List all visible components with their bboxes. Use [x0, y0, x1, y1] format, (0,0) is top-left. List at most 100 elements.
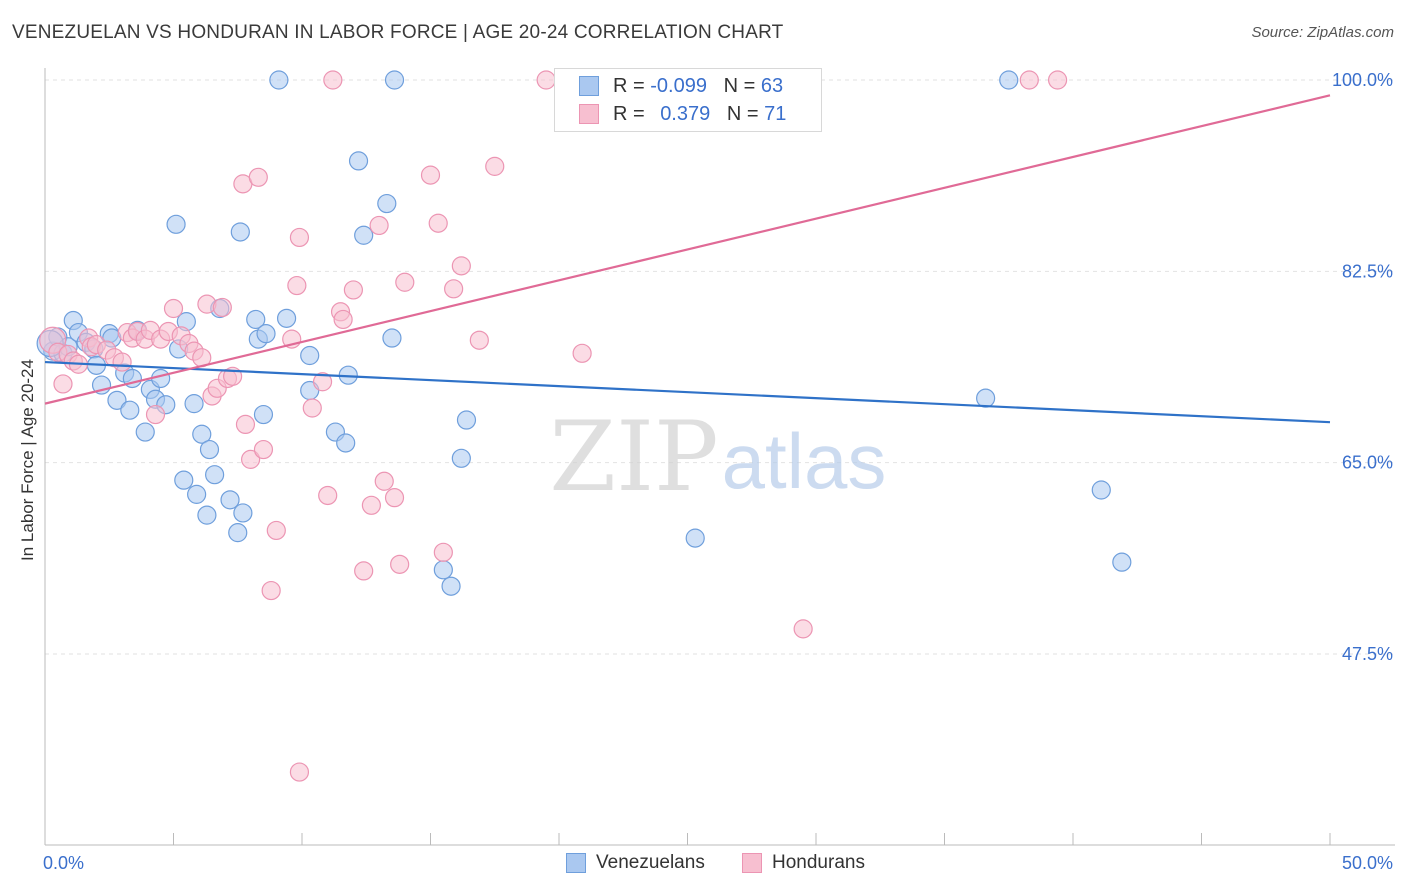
axes: [44, 68, 1395, 846]
honduran-point: [793, 619, 813, 639]
venezuelans-points: [36, 70, 1132, 596]
honduran-point: [1019, 70, 1039, 90]
honduran-point: [197, 294, 217, 314]
honduran-point: [145, 404, 166, 425]
venezuelan-point: [192, 424, 212, 444]
legend-swatch-venezuelans: [566, 853, 586, 873]
honduran-point: [163, 298, 184, 319]
legend-r-value-venezuelans: -0.099: [650, 74, 707, 97]
venezuelan-point: [382, 328, 402, 348]
watermark-zip: ZIP: [549, 401, 718, 513]
y-tick-label: 65.0%: [1342, 453, 1393, 473]
venezuelan-point: [336, 433, 356, 453]
bottom-legend-hondurans[interactable]: Hondurans: [742, 852, 865, 874]
honduran-point: [289, 762, 310, 782]
chart-title: VENEZUELAN VS HONDURAN IN LABOR FORCE | …: [12, 22, 784, 43]
honduran-point: [374, 471, 394, 491]
honduran-point: [235, 414, 256, 434]
venezuelan-point: [184, 394, 204, 414]
legend-label-hondurans: Hondurans: [772, 852, 865, 873]
honduran-point: [485, 156, 505, 176]
venezuelan-point: [441, 576, 461, 596]
honduran-point: [384, 488, 405, 508]
honduran-point: [241, 449, 261, 469]
honduran-point: [428, 213, 448, 233]
venezuelan-point: [300, 345, 320, 366]
venezuelan-point: [228, 523, 248, 543]
honduran-point: [369, 215, 389, 236]
honduran-point: [261, 580, 281, 601]
venezuelan-point: [976, 388, 996, 408]
y-tick-label: 82.5%: [1342, 261, 1393, 281]
honduran-point: [318, 485, 338, 506]
venezuelan-point: [456, 410, 477, 430]
honduran-point: [343, 280, 363, 300]
venezuelan-point: [1091, 480, 1111, 500]
venezuelan-point: [384, 70, 405, 90]
honduran-point: [312, 372, 333, 392]
venezuelan-point: [166, 214, 186, 234]
legend-swatch-venezuelans: [579, 76, 599, 96]
legend-swatch-hondurans: [742, 853, 762, 873]
honduran-point: [390, 554, 410, 574]
hondurans-points: [39, 70, 1068, 782]
honduran-point: [572, 343, 592, 363]
venezuelan-point: [269, 70, 289, 90]
honduran-point: [420, 165, 441, 185]
venezuelan-point: [233, 503, 253, 523]
y-axis-label: In Labor Force | Age 20-24: [18, 359, 37, 561]
honduran-point: [469, 330, 489, 350]
legend-swatch-hondurans: [579, 104, 599, 124]
honduran-point: [287, 275, 307, 296]
honduran-point: [266, 520, 286, 541]
honduran-point: [1047, 70, 1068, 90]
venezuelan-point: [451, 448, 471, 468]
x-tick-label: 50.0%: [1342, 853, 1393, 873]
venezuelan-point: [174, 470, 194, 490]
honduran-point: [302, 398, 322, 418]
honduran-point: [112, 352, 132, 372]
honduran-point: [354, 561, 374, 581]
venezuelan-point: [107, 390, 127, 410]
venezuelan-point: [354, 225, 374, 245]
venezuelan-point: [999, 70, 1019, 90]
venezuelan-point: [246, 309, 266, 330]
venezuelan-point: [135, 422, 155, 442]
legend-n-value-hondurans: 71: [764, 102, 787, 125]
honduran-point: [395, 272, 415, 292]
legend-label-venezuelans: Venezuelans: [596, 852, 705, 873]
hondurans-trend-line: [44, 94, 1331, 405]
venezuelan-point: [1112, 552, 1132, 572]
source-label: Source: ZipAtlas.com: [1251, 24, 1394, 41]
venezuelan-point: [199, 439, 220, 460]
watermark-atlas: atlas: [722, 417, 887, 505]
honduran-point: [212, 297, 232, 318]
bottom-legend-venezuelans[interactable]: Venezuelans: [566, 852, 705, 874]
venezuelan-point: [685, 528, 705, 548]
y-tick-label: 100.0%: [1332, 70, 1393, 90]
legend-r-label: R =: [613, 74, 651, 97]
gridlines: [45, 79, 1395, 655]
tick-labels: 47.5% 65.0% 82.5% 100.0% 0.0% 50.0%: [43, 70, 1393, 873]
y-tick-label: 47.5%: [1342, 644, 1393, 664]
legend-r-value-hondurans: 0.379: [660, 102, 711, 125]
legend-n-label: N =: [723, 74, 761, 97]
honduran-point: [361, 495, 381, 515]
venezuelans-trend-line: [44, 360, 1331, 424]
venezuelan-point: [253, 404, 274, 425]
honduran-point: [433, 542, 453, 562]
correlation-legend: R = -0.099 N = 63 R = 0.379 N = 71: [554, 68, 822, 132]
legend-n-label: N =: [726, 102, 765, 125]
venezuelan-point: [230, 222, 250, 242]
honduran-point: [333, 309, 353, 330]
honduran-point: [253, 439, 274, 460]
honduran-point: [289, 227, 310, 248]
honduran-point: [323, 70, 343, 90]
venezuelan-point: [120, 400, 140, 420]
honduran-point: [53, 374, 73, 394]
legend-n-value-venezuelans: 63: [760, 74, 784, 97]
legend-r-label: R =: [613, 102, 651, 125]
venezuelan-point: [205, 465, 225, 485]
honduran-point: [248, 167, 268, 187]
